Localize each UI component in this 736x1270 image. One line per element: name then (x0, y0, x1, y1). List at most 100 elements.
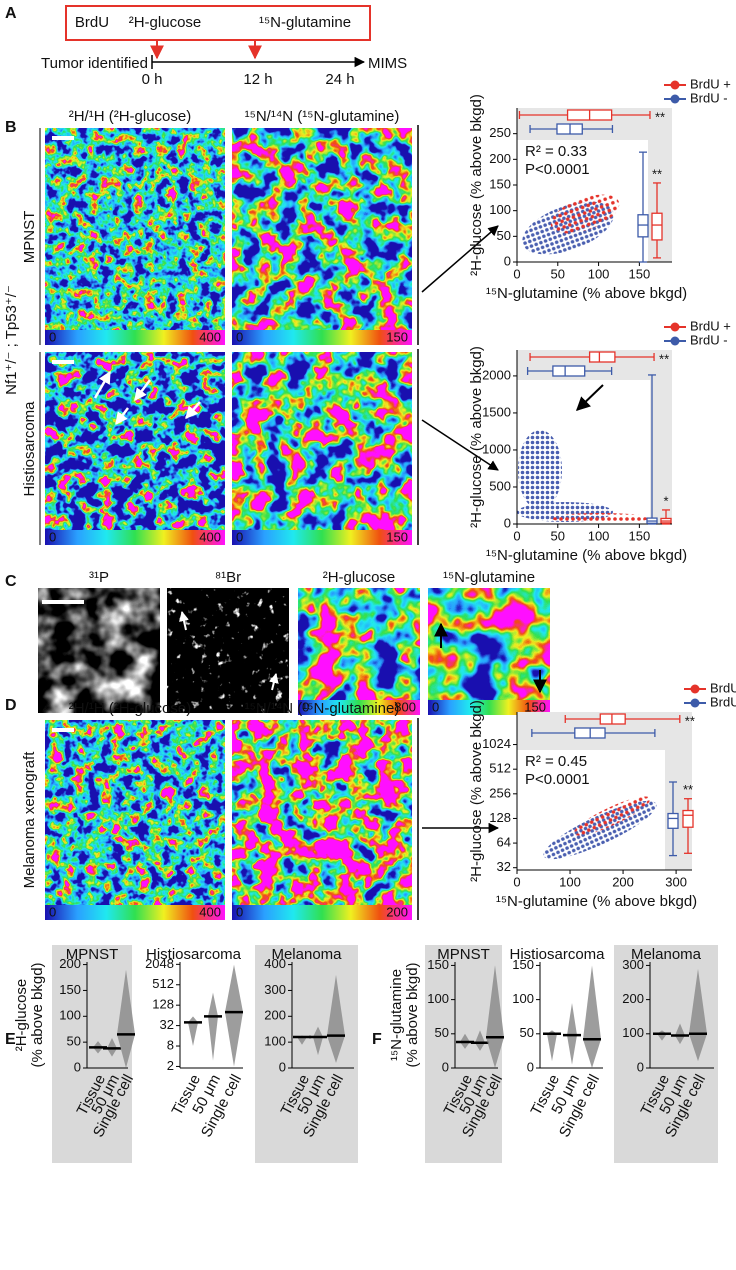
distribution (583, 965, 601, 1068)
plot-title: Histiosarcoma (509, 946, 605, 963)
x-tick-label: 0 (513, 528, 520, 543)
colorbar-max: 150 (386, 329, 408, 344)
micrograph (298, 588, 420, 700)
y-tick-label: 128 (489, 810, 511, 825)
colorbar (428, 700, 550, 715)
box (599, 713, 626, 725)
stat-label: P<0.0001 (525, 161, 590, 178)
y-axis-label: ¹⁵N-glutamine (388, 969, 405, 1061)
significance: ** (659, 351, 669, 366)
y-tick-label: 2000 (482, 367, 511, 382)
timepoint-label: 24 h (325, 71, 354, 88)
distribution (313, 1026, 323, 1056)
y-tick-label: 250 (489, 125, 511, 140)
colorbar-min: 0 (236, 904, 243, 919)
scatter-cloud (573, 796, 651, 836)
micrograph (232, 720, 412, 905)
micrograph (45, 720, 225, 905)
image-title: ²H/¹H (²H-glucose) (69, 700, 192, 717)
y-tick-label: 1500 (482, 404, 511, 419)
y-tick-label: 256 (489, 785, 511, 800)
panel-letter: C (5, 573, 17, 590)
micrograph (232, 352, 412, 530)
distribution (327, 974, 345, 1063)
micrograph (45, 352, 225, 530)
legend-dot (670, 336, 680, 346)
y-tick-label: 100 (264, 1034, 286, 1049)
stat-label: R² = 0.45 (525, 753, 587, 770)
colorbar (45, 530, 225, 545)
image-arrow (115, 407, 129, 425)
x-tick-label: 150 (629, 266, 651, 281)
y-tick-label: 50 (497, 228, 511, 243)
panel-letter: E (5, 1031, 16, 1048)
y-tick-label: 50 (67, 1034, 81, 1049)
significance: * (663, 493, 668, 508)
distribution (567, 1003, 577, 1065)
y-tick-label: 100 (59, 1008, 81, 1023)
image-title: ¹⁵N-glutamine (443, 569, 535, 586)
image-title: ²H/¹H (²H-glucose) (69, 108, 192, 125)
colorbar-min: 0 (236, 529, 243, 544)
distribution (208, 992, 218, 1061)
legend-label: BrdU + (710, 680, 736, 695)
y-tick-label: 0 (279, 1059, 286, 1074)
link-arrow (421, 419, 499, 471)
plot-title: MPNST (66, 946, 119, 963)
colorbar-max: 400 (199, 529, 221, 544)
box (588, 351, 616, 363)
x-tick-label: 50 (551, 266, 565, 281)
timepoint-label: 0 h (142, 71, 163, 88)
panel-letter: D (5, 697, 17, 714)
legend-label: BrdU - (690, 90, 728, 105)
legend-dot (690, 684, 700, 694)
plot-title: MPNST (437, 946, 490, 963)
timeline-start-label: Tumor identified (41, 55, 148, 72)
y-tick-label: 150 (427, 957, 449, 972)
image-title: ²H-glucose (323, 569, 396, 586)
x-tick-label: 100 (588, 266, 610, 281)
y-tick-label: 300 (264, 982, 286, 997)
y-tick-label: 150 (489, 176, 511, 191)
image-title: ³¹P (89, 569, 109, 586)
scatter-cloud (550, 194, 620, 234)
image-title: ¹⁵N/¹⁴N (¹⁵N-glutamine) (245, 700, 400, 717)
micrograph (428, 588, 550, 700)
colorbar-max: 150 (386, 529, 408, 544)
y-tick-label: 500 (489, 478, 511, 493)
y-tick-label: 512 (489, 761, 511, 776)
y-tick-label: 0 (504, 515, 511, 530)
y-axis-label: ²H-glucose (% above bkgd) (468, 700, 485, 882)
image-arrow (134, 379, 151, 401)
colorbar (45, 330, 225, 345)
y-tick-label: 0 (527, 1059, 534, 1074)
scatter-cloud (550, 513, 650, 523)
y-tick-label: 512 (152, 976, 174, 991)
y-tick-label: 1024 (482, 736, 511, 751)
y-tick-label: 0 (504, 253, 511, 268)
row-label: MPNST (21, 211, 38, 264)
x-tick-label: 100 (588, 528, 610, 543)
panel-letter: B (5, 119, 17, 136)
significance: ** (685, 713, 695, 728)
y-tick-label: 200 (59, 956, 81, 971)
box (637, 214, 649, 238)
box (552, 365, 586, 377)
plot-title: Melanoma (271, 946, 342, 963)
legend-dot (670, 80, 680, 90)
y-tick-label: 50 (520, 1025, 534, 1040)
y-axis-label: ²H-glucose (13, 979, 30, 1052)
box (667, 812, 679, 829)
y-axis-label: (% above bkgd) (404, 962, 421, 1067)
colorbar (298, 700, 420, 715)
colorbar-max: 200 (386, 904, 408, 919)
significance: ** (683, 782, 693, 797)
colorbar (232, 905, 412, 920)
timepoint-label: 12 h (243, 71, 272, 88)
legend-label: BrdU - (710, 694, 736, 709)
legend-dot (690, 698, 700, 708)
row-label: Melanoma xenograft (21, 751, 38, 889)
distribution (188, 1016, 198, 1047)
plot-title: Melanoma (631, 946, 702, 963)
